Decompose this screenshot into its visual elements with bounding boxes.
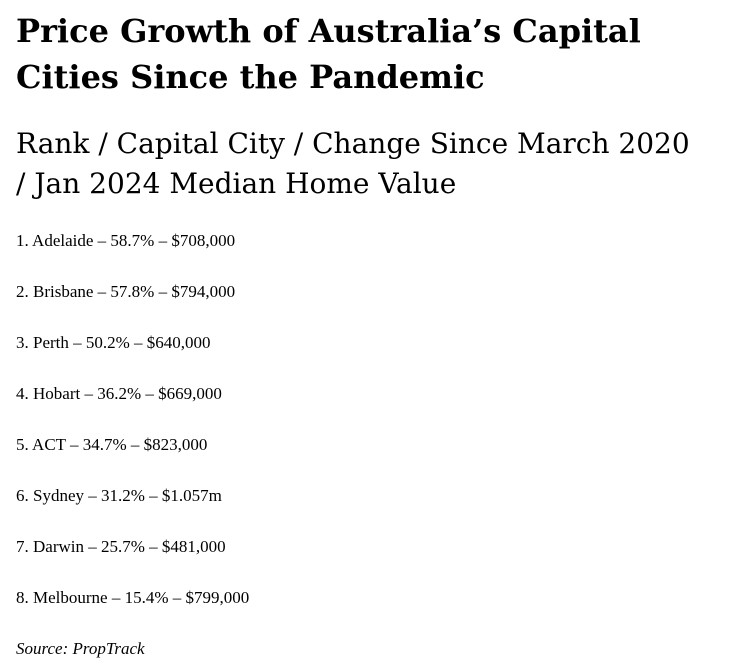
source-note: Source: PropTrack — [16, 639, 145, 658]
title-line-1: Price Growth of Australia’s Capital — [16, 12, 641, 50]
list-item: 2. Brisbane – 57.8% – $794,000 — [16, 282, 236, 301]
subtitle-line-1: Rank / Capital City / Change Since March… — [16, 127, 690, 160]
list-item: 7. Darwin – 25.7% – $481,000 — [16, 537, 226, 556]
ranking-list: 1. Adelaide – 58.7% – $708,000 2. Brisba… — [16, 229, 249, 637]
subtitle-line-2: / Jan 2024 Median Home Value — [16, 167, 457, 200]
list-item: 3. Perth – 50.2% – $640,000 — [16, 333, 211, 352]
list-item: 1. Adelaide – 58.7% – $708,000 — [16, 231, 236, 250]
list-item: 6. Sydney – 31.2% – $1.057m — [16, 486, 222, 505]
page-title: Price Growth of Australia’s Capital Citi… — [16, 8, 724, 100]
page-subtitle: Rank / Capital City / Change Since March… — [16, 124, 724, 204]
list-item: 8. Melbourne – 15.4% – $799,000 — [16, 588, 250, 607]
title-line-2: Cities Since the Pandemic — [16, 58, 485, 96]
list-item: 5. ACT – 34.7% – $823,000 — [16, 435, 208, 454]
list-item: 4. Hobart – 36.2% – $669,000 — [16, 384, 222, 403]
